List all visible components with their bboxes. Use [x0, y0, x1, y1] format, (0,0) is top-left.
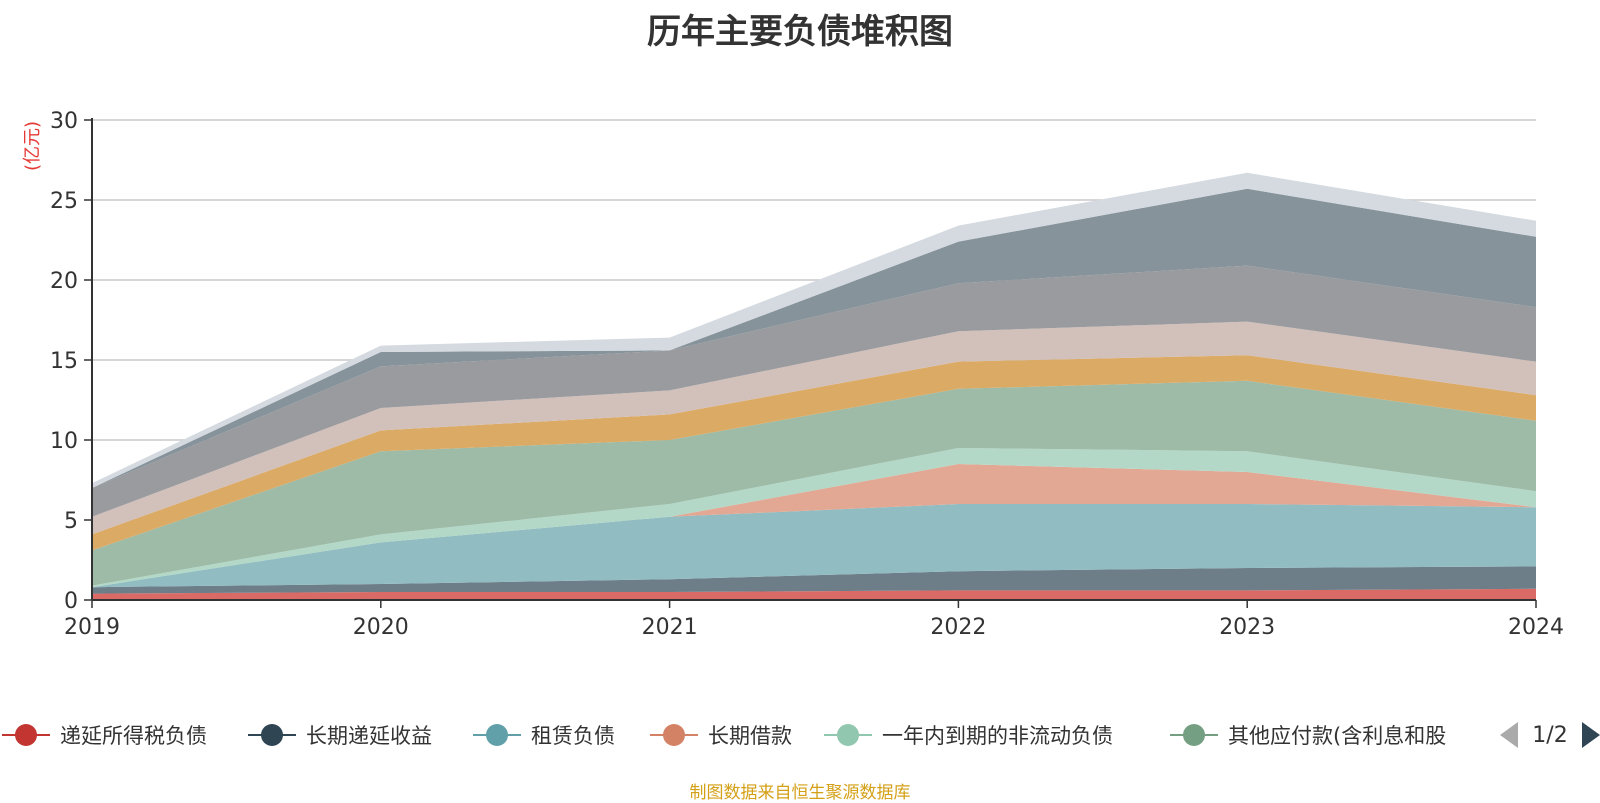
- y-tick-label: 20: [50, 269, 78, 294]
- legend-label: 递延所得税负债: [60, 724, 207, 748]
- area-series-6[interactable]: [92, 380, 1536, 586]
- area-series-10[interactable]: [92, 188, 1536, 489]
- chart-title: 历年主要负债堆积图: [647, 12, 953, 52]
- area-series-4[interactable]: [92, 464, 1536, 588]
- area-series-1[interactable]: [92, 588, 1536, 600]
- legend-circle-icon: [663, 724, 685, 746]
- legend-prev-icon[interactable]: [1500, 722, 1518, 748]
- legend-circle-icon: [1183, 724, 1205, 746]
- y-tick-label: 25: [50, 189, 78, 214]
- x-tick-label: 2023: [1219, 615, 1275, 640]
- y-tick-label: 30: [50, 109, 78, 134]
- legend-label: 其他应付款(含利息和股: [1228, 724, 1446, 748]
- legend-circle-icon: [15, 724, 37, 746]
- x-tick-label: 2024: [1508, 615, 1564, 640]
- legend-label: 一年内到期的非流动负债: [882, 724, 1113, 748]
- legend-item[interactable]: 租赁负债: [473, 724, 615, 748]
- area-series-8[interactable]: [92, 321, 1536, 535]
- x-tick-label: 2019: [64, 615, 120, 640]
- y-tick-label: 10: [50, 429, 78, 454]
- area-series-2[interactable]: [92, 566, 1536, 594]
- legend: 递延所得税负债 长期递延收益 租赁负债 长期借款 一年内到期的非流动负债 其他应付款(含利…: [2, 724, 1446, 748]
- source-note: 制图数据来自恒生聚源数据库: [689, 783, 911, 803]
- axes: 0 5 10 15 20 25 30 2019 2020 2021 2022 2023 2024: [50, 109, 1564, 640]
- y-tick-label: 0: [64, 589, 78, 614]
- area-series-3[interactable]: [92, 504, 1536, 588]
- area-series-9[interactable]: [92, 265, 1536, 517]
- legend-circle-icon: [261, 724, 283, 746]
- legend-next-icon[interactable]: [1582, 722, 1600, 748]
- legend-item[interactable]: 长期递延收益: [248, 724, 432, 748]
- y-tick-label: 5: [64, 509, 78, 534]
- y-tick-label: 15: [50, 349, 78, 374]
- legend-label: 租赁负债: [531, 724, 615, 748]
- y-axis-unit-label: (亿元): [22, 121, 43, 171]
- legend-label: 长期递延收益: [306, 724, 432, 748]
- legend-item[interactable]: 其他应付款(含利息和股: [1170, 724, 1446, 748]
- legend-pager: 1/2: [1500, 722, 1600, 748]
- legend-page-indicator: 1/2: [1532, 723, 1567, 748]
- legend-item[interactable]: 递延所得税负债: [2, 724, 207, 748]
- x-tick-label: 2021: [642, 615, 698, 640]
- area-series-7[interactable]: [92, 355, 1536, 551]
- area-layer: [92, 172, 1536, 600]
- area-series-11[interactable]: [92, 172, 1536, 489]
- legend-circle-icon: [837, 724, 859, 746]
- x-tick-label: 2022: [930, 615, 986, 640]
- legend-item[interactable]: 一年内到期的非流动负债: [824, 724, 1113, 748]
- legend-circle-icon: [486, 724, 508, 746]
- legend-label: 长期借款: [708, 724, 792, 748]
- x-tick-label: 2020: [353, 615, 409, 640]
- legend-item[interactable]: 长期借款: [650, 724, 792, 748]
